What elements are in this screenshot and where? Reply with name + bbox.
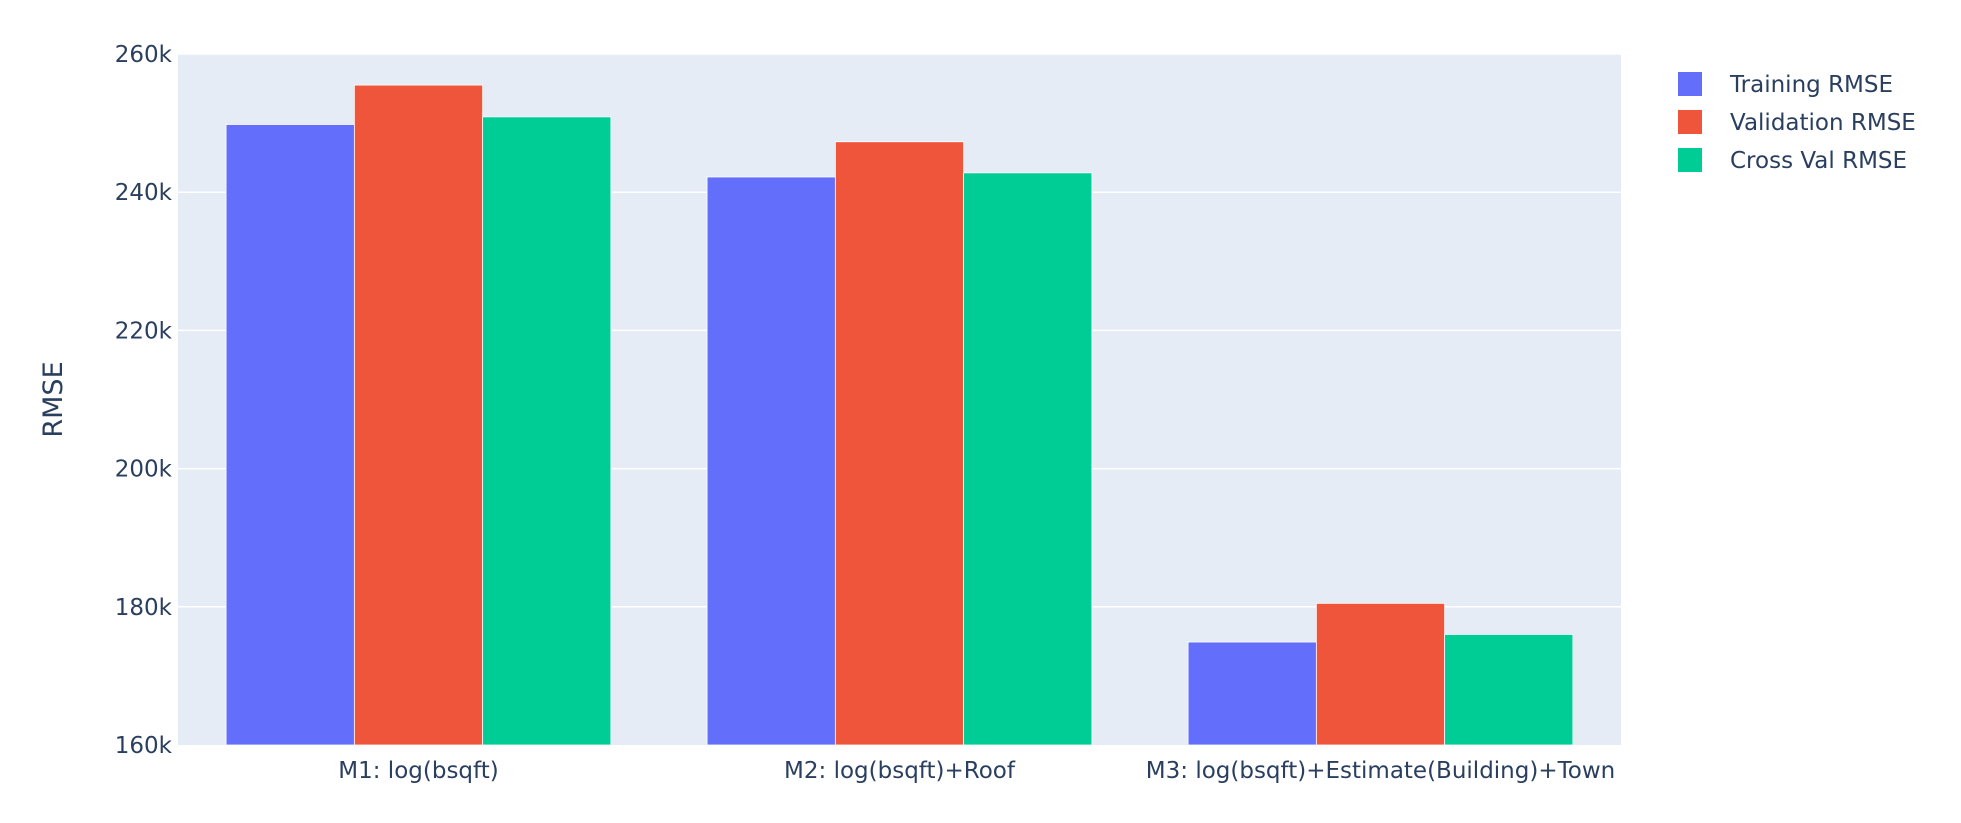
legend-label: Training RMSE [1729,72,1893,98]
x-tick-label: M3: log(bsqft)+Estimate(Building)+Town [1146,758,1615,784]
y-tick-label: 200k [115,457,173,483]
bar-cross-val-rmse[interactable] [963,172,1093,746]
legend-item[interactable]: Training RMSE [1678,72,1893,98]
bar-cross-val-rmse[interactable] [482,116,612,746]
bar-training-rmse[interactable] [1187,641,1317,746]
y-axis-title: RMSE [38,361,69,437]
y-tick-label: 180k [115,595,173,621]
y-tick-label: 160k [115,733,173,759]
y-tick-label: 260k [115,42,173,68]
legend-swatch [1678,148,1702,172]
bar-training-rmse[interactable] [225,124,355,746]
legend-label: Validation RMSE [1730,110,1916,136]
y-tick-label: 220k [115,318,173,344]
legend[interactable]: Training RMSE Validation RMSE Cross Val RM… [1678,72,1916,174]
bar-validation-rmse[interactable] [1315,602,1446,746]
y-tick-label: 240k [115,180,173,206]
bar-validation-rmse[interactable] [353,84,484,746]
bar-validation-rmse[interactable] [834,141,965,746]
x-tick-label: M1: log(bsqft) [338,758,498,784]
legend-swatch [1678,110,1702,134]
bar-training-rmse[interactable] [706,176,836,746]
legend-item[interactable]: Cross Val RMSE [1678,148,1907,174]
x-tick-label: M2: log(bsqft)+Roof [784,758,1016,784]
bars-group [225,84,1574,746]
legend-swatch [1678,72,1702,96]
x-axis-ticks: M1: log(bsqft) M2: log(bsqft)+Roof M3: log… [338,758,1615,784]
y-axis-ticks: 160k 180k 200k 220k 240k 260k [115,42,173,759]
bar-cross-val-rmse[interactable] [1444,634,1574,746]
legend-label: Cross Val RMSE [1730,148,1907,174]
legend-item[interactable]: Validation RMSE [1678,110,1916,136]
